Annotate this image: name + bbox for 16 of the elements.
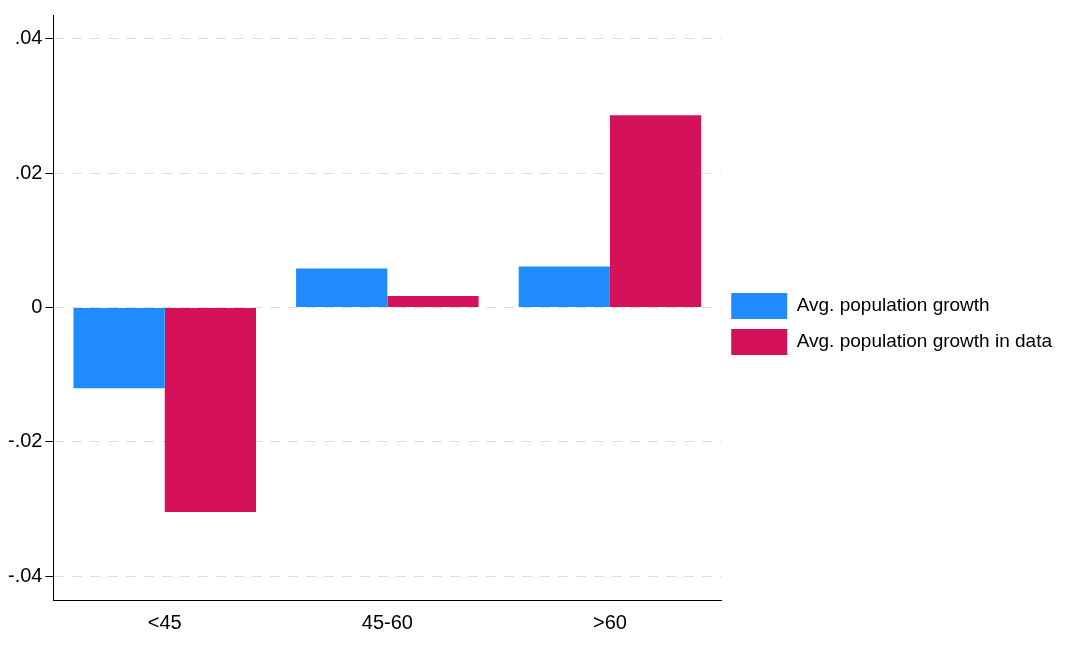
bar — [518, 266, 610, 307]
x-tick-label: 45-60 — [361, 610, 413, 633]
y-tick-label: -.02 — [7, 429, 43, 452]
y-tick-label: -.04 — [7, 563, 43, 586]
x-tick-label: >60 — [592, 610, 627, 633]
y-tick-label: 0 — [31, 295, 43, 318]
bar — [387, 296, 479, 307]
bar — [609, 115, 702, 307]
bar — [296, 268, 388, 307]
y-tick-label: .02 — [14, 160, 43, 183]
legend-label: Avg. population growth — [796, 294, 990, 316]
x-tick-label: <45 — [147, 610, 182, 633]
bar — [73, 308, 165, 389]
y-tick-label: .04 — [14, 26, 43, 49]
bar — [164, 308, 257, 512]
legend-label: Avg. population growth in data — [796, 330, 1053, 352]
